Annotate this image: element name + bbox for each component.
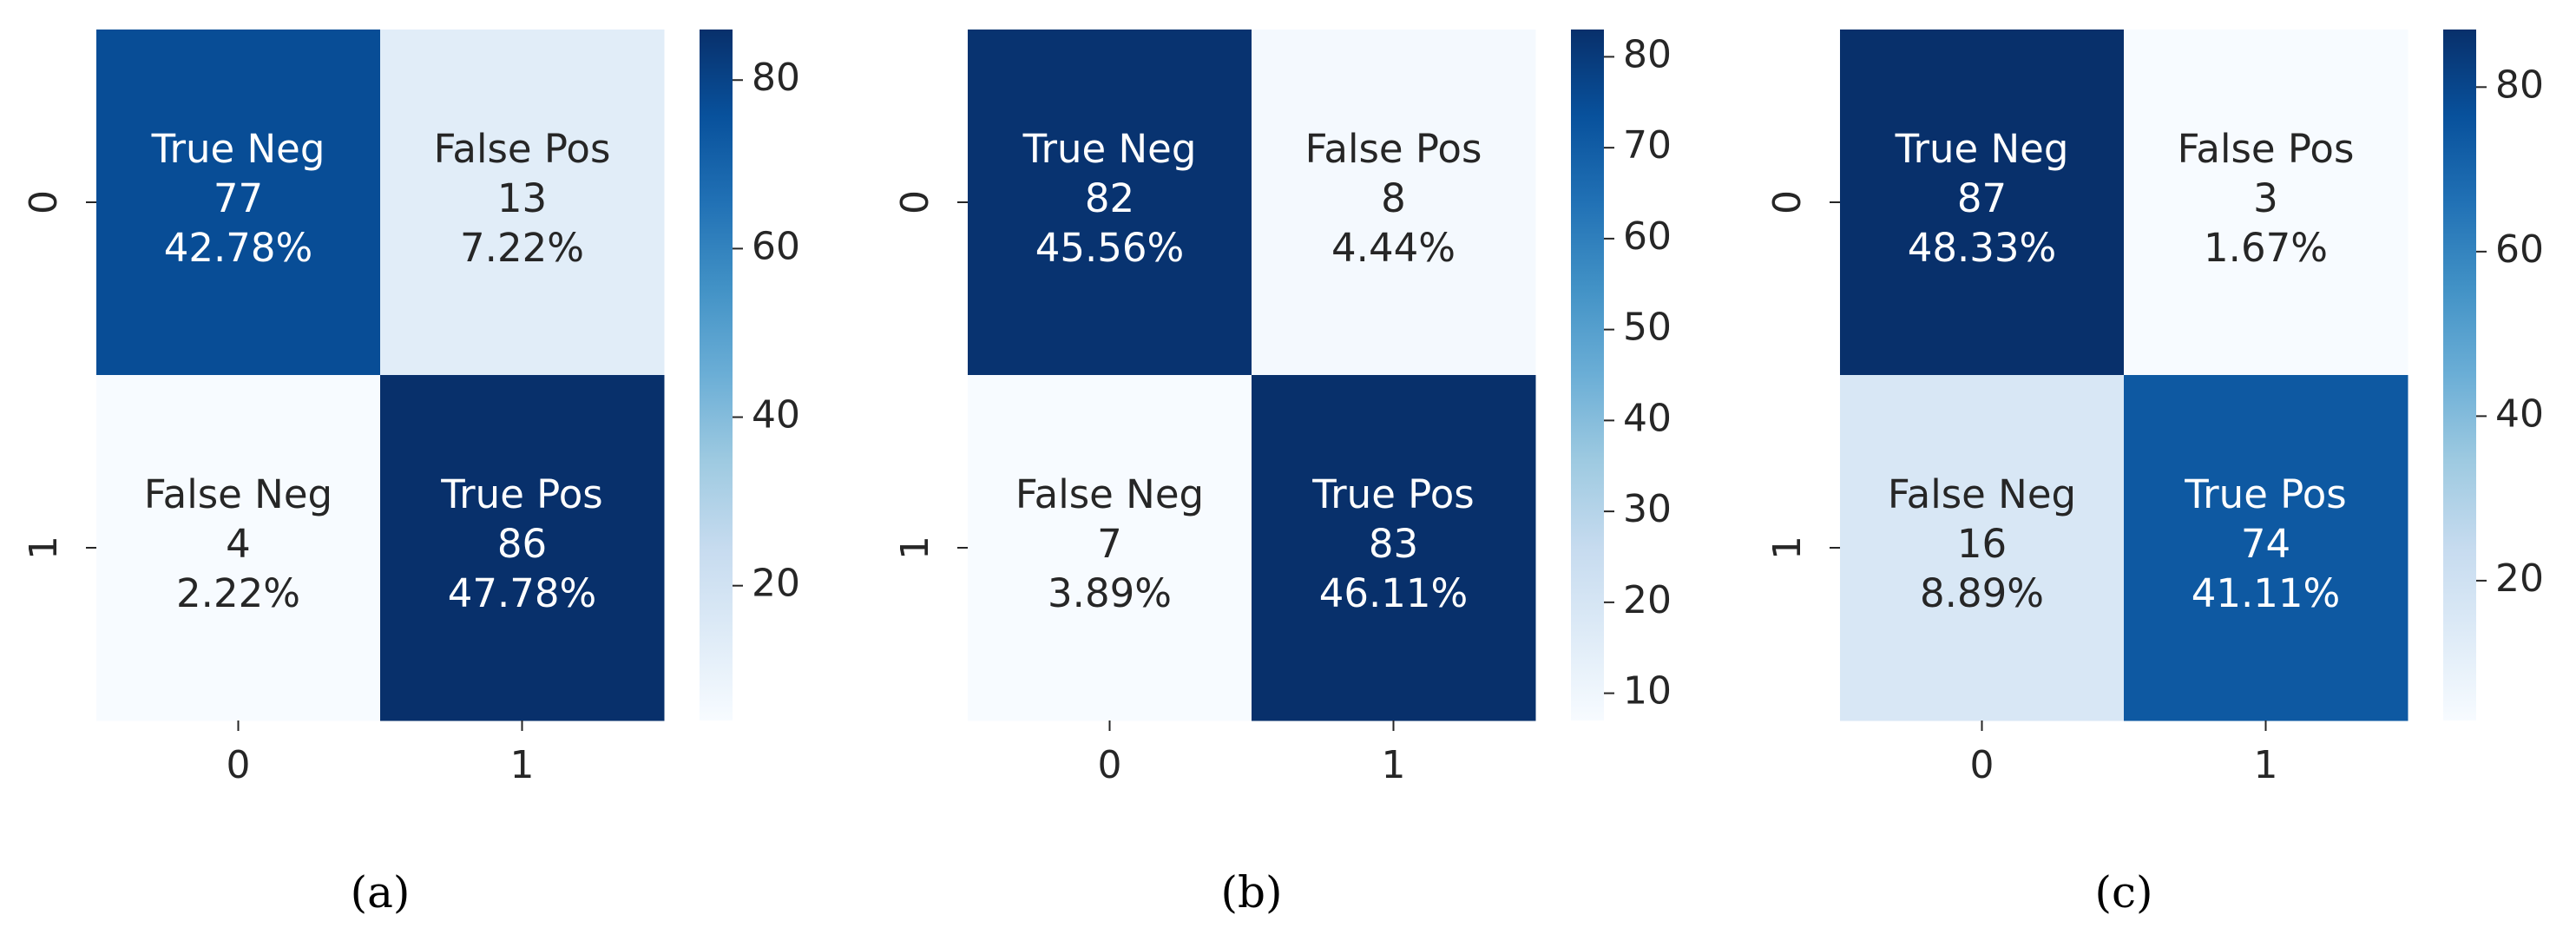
heatmap-cell xyxy=(380,30,665,376)
y-tick-label: 0 xyxy=(893,190,937,214)
cell-count-label: 77 xyxy=(214,175,263,221)
cell-count-label: 4 xyxy=(226,521,251,567)
cell-count-label: 83 xyxy=(1369,521,1418,567)
x-tick-label: 1 xyxy=(1382,743,1406,787)
y-tick-label: 0 xyxy=(22,190,66,214)
y-tick-label: 1 xyxy=(893,536,937,560)
cell-count-label: 82 xyxy=(1085,175,1134,221)
colorbar-tick-label: 20 xyxy=(1623,578,1672,622)
cell-percent-label: 8.89% xyxy=(1920,570,2044,616)
heatmap-cell xyxy=(1840,30,2125,376)
cell-percent-label: 4.44% xyxy=(1331,225,1456,271)
cell-name-label: True Pos xyxy=(2184,471,2346,517)
cell-name-label: True Pos xyxy=(1311,471,1474,517)
heatmap-cell xyxy=(2124,30,2408,376)
cell-count-label: 16 xyxy=(1957,521,2007,567)
cell-percent-label: 45.56% xyxy=(1035,225,1185,271)
y-tick-label: 1 xyxy=(22,536,66,560)
cell-count-label: 87 xyxy=(1957,175,2007,221)
cell-count-label: 7 xyxy=(1097,521,1122,567)
colorbar-tick-label: 60 xyxy=(2495,227,2544,272)
colorbar-tick-label: 20 xyxy=(2495,556,2544,601)
colorbar-tick-label: 40 xyxy=(752,393,800,438)
colorbar-tick-label: 30 xyxy=(1623,487,1672,531)
cell-percent-label: 3.89% xyxy=(1048,570,1172,616)
heatmap-cell xyxy=(968,375,1252,721)
colorbar-tick-label: 60 xyxy=(1623,214,1672,259)
cell-percent-label: 46.11% xyxy=(1319,570,1469,616)
colorbar-tick-label: 40 xyxy=(2495,392,2544,436)
colorbar xyxy=(700,30,733,721)
cell-name-label: False Neg xyxy=(1888,471,2076,517)
colorbar xyxy=(1571,30,1604,721)
cell-name-label: False Pos xyxy=(434,126,611,172)
cell-percent-label: 48.33% xyxy=(1908,225,2057,271)
x-tick-label: 0 xyxy=(1970,743,1994,787)
heatmap-cell xyxy=(1252,375,1536,721)
colorbar-tick-label: 70 xyxy=(1623,123,1672,168)
x-tick-label: 1 xyxy=(2254,743,2278,787)
colorbar-tick-label: 40 xyxy=(1623,396,1672,440)
cell-percent-label: 41.11% xyxy=(2192,570,2341,616)
colorbar xyxy=(2443,30,2476,721)
x-tick-label: 1 xyxy=(510,743,535,787)
cell-count-label: 74 xyxy=(2241,521,2290,567)
colorbar-tick-label: 80 xyxy=(1623,32,1672,76)
colorbar-tick-label: 20 xyxy=(752,562,800,606)
cell-name-label: True Neg xyxy=(1022,126,1197,172)
heatmap-cell xyxy=(380,375,665,721)
cell-name-label: True Neg xyxy=(151,126,325,172)
cell-percent-label: 47.78% xyxy=(448,570,597,616)
colorbar-tick-label: 10 xyxy=(1623,669,1672,714)
colorbar-tick-label: 60 xyxy=(752,224,800,268)
panel-caption: (c) xyxy=(2094,867,2152,918)
cell-percent-label: 42.78% xyxy=(164,225,313,271)
colorbar-tick-label: 50 xyxy=(1623,306,1672,350)
panel-caption: (b) xyxy=(1220,867,1282,918)
x-tick-label: 0 xyxy=(227,743,251,787)
heatmap-cell xyxy=(96,30,381,376)
cell-name-label: True Neg xyxy=(1895,126,2069,172)
cell-count-label: 13 xyxy=(497,175,547,221)
cell-name-label: False Pos xyxy=(1305,126,1482,172)
cell-name-label: False Neg xyxy=(1015,471,1204,517)
cell-count-label: 8 xyxy=(1381,175,1406,221)
colorbar-tick-label: 80 xyxy=(2495,63,2544,107)
cell-name-label: False Pos xyxy=(2178,126,2355,172)
heatmap-cell xyxy=(2124,375,2408,721)
heatmap-cell xyxy=(1252,30,1536,376)
y-tick-label: 0 xyxy=(1765,190,1810,214)
cell-name-label: True Pos xyxy=(440,471,602,517)
cell-count-label: 3 xyxy=(2253,175,2278,221)
x-tick-label: 0 xyxy=(1098,743,1122,787)
y-tick-label: 1 xyxy=(1765,536,1810,560)
panel-caption: (a) xyxy=(351,867,411,918)
colorbar-tick-label: 80 xyxy=(752,56,800,100)
cell-percent-label: 1.67% xyxy=(2204,225,2328,271)
heatmap-cell xyxy=(96,375,381,721)
cell-count-label: 86 xyxy=(497,521,547,567)
cell-percent-label: 2.22% xyxy=(176,570,300,616)
heatmap-cell xyxy=(968,30,1252,376)
cell-percent-label: 7.22% xyxy=(460,225,584,271)
cell-name-label: False Neg xyxy=(144,471,332,517)
heatmap-cell xyxy=(1840,375,2125,721)
